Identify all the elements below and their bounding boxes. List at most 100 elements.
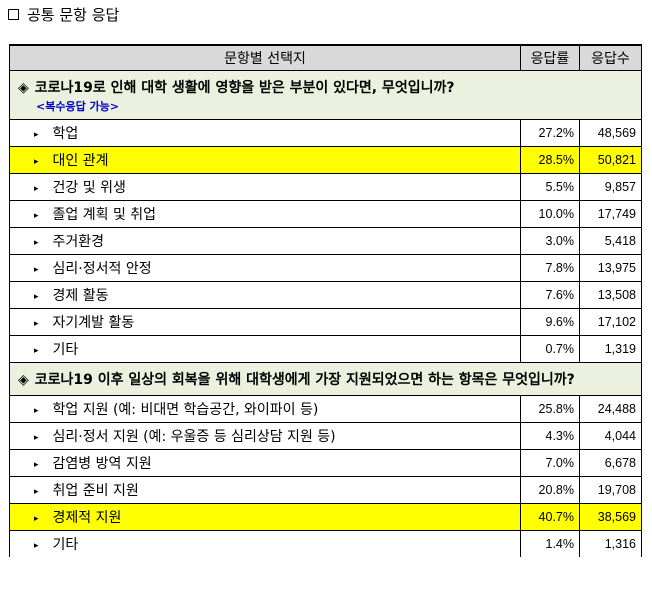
option-label: 감염병 방역 지원 (52, 456, 152, 472)
option-label-cell: ▸ 자기계발 활동 (9, 308, 521, 336)
option-rate: 28.5% (520, 146, 580, 174)
option-label: 경제적 지원 (52, 510, 122, 526)
option-row: ▸ 감염병 방역 지원 7.0% 6,678 (9, 449, 642, 477)
option-label-cell: ▸ 경제적 지원 (9, 503, 521, 531)
triangle-bullet-icon: ▸ (34, 292, 39, 302)
option-count: 13,975 (579, 254, 642, 282)
option-count: 17,749 (579, 200, 642, 228)
empty-square-icon (8, 8, 19, 20)
option-label: 건강 및 위생 (52, 180, 126, 196)
option-count: 19,708 (579, 476, 642, 504)
option-rate: 20.8% (520, 476, 580, 504)
option-row: ▸ 기타 0.7% 1,319 (9, 335, 642, 363)
question-cell: ◈ 코로나19로 인해 대학 생활에 영향을 받은 부분이 있다면, 무엇입니까?… (9, 70, 642, 120)
option-row: ▸ 학업 지원 (예: 비대면 학습공간, 와이파이 등) 25.8% 24,488 (9, 395, 642, 423)
option-count: 17,102 (579, 308, 642, 336)
option-rate: 3.0% (520, 227, 580, 255)
option-count: 5,418 (579, 227, 642, 255)
triangle-bullet-icon: ▸ (34, 184, 39, 194)
option-rate: 5.5% (520, 173, 580, 201)
triangle-bullet-icon: ▸ (34, 211, 39, 221)
survey-table: 문항별 선택지 응답률 응답수 ◈ 코로나19로 인해 대학 생활에 영향을 받은… (9, 44, 642, 557)
option-row: ▸ 경제 활동 7.6% 13,508 (9, 281, 642, 309)
option-rate: 27.2% (520, 119, 580, 147)
option-count: 38,569 (579, 503, 642, 531)
option-rate: 0.7% (520, 335, 580, 363)
option-count: 1,316 (579, 530, 642, 557)
question-text: 코로나19 이후 일상의 회복을 위해 대학생에게 가장 지원되었으면 하는 항… (34, 372, 575, 388)
triangle-bullet-icon: ▸ (34, 487, 39, 497)
option-row: ▸ 졸업 계획 및 취업 10.0% 17,749 (9, 200, 642, 228)
option-label: 자기계발 활동 (52, 315, 135, 331)
option-rate: 25.8% (520, 395, 580, 423)
option-label-cell: ▸ 경제 활동 (9, 281, 521, 309)
header-label: 문항별 선택지 (9, 44, 521, 71)
section-heading: 공통 문항 응답 (8, 2, 119, 26)
header-count: 응답수 (579, 44, 642, 71)
question-row: ◈ 코로나19로 인해 대학 생활에 영향을 받은 부분이 있다면, 무엇입니까?… (9, 70, 642, 120)
option-count: 24,488 (579, 395, 642, 423)
option-label: 심리·정서적 안정 (52, 261, 152, 277)
question-text: 코로나19로 인해 대학 생활에 영향을 받은 부분이 있다면, 무엇입니까? (34, 80, 455, 96)
option-row: ▸ 경제적 지원 40.7% 38,569 (9, 503, 642, 531)
option-rate: 7.0% (520, 449, 580, 477)
option-label: 기타 (52, 342, 79, 358)
option-row: ▸ 취업 준비 지원 20.8% 19,708 (9, 476, 642, 504)
option-label-cell: ▸ 감염병 방역 지원 (9, 449, 521, 477)
option-count: 4,044 (579, 422, 642, 450)
option-count: 13,508 (579, 281, 642, 309)
option-row: ▸ 건강 및 위생 5.5% 9,857 (9, 173, 642, 201)
option-row: ▸ 기타 1.4% 1,316 (9, 530, 642, 557)
triangle-bullet-icon: ▸ (34, 238, 39, 248)
table-header-row: 문항별 선택지 응답률 응답수 (9, 44, 642, 71)
triangle-bullet-icon: ▸ (34, 514, 39, 524)
option-rate: 9.6% (520, 308, 580, 336)
option-count: 9,857 (579, 173, 642, 201)
question-row: ◈ 코로나19 이후 일상의 회복을 위해 대학생에게 가장 지원되었으면 하는 … (9, 362, 642, 396)
question-note: <복수응답 가능> (36, 100, 119, 113)
triangle-bullet-icon: ▸ (34, 406, 39, 416)
option-count: 6,678 (579, 449, 642, 477)
option-label-cell: ▸ 기타 (9, 530, 521, 557)
option-rate: 1.4% (520, 530, 580, 557)
option-row: ▸ 자기계발 활동 9.6% 17,102 (9, 308, 642, 336)
option-count: 48,569 (579, 119, 642, 147)
option-label-cell: ▸ 대인 관계 (9, 146, 521, 174)
triangle-bullet-icon: ▸ (34, 541, 39, 551)
survey-body: ◈ 코로나19로 인해 대학 생활에 영향을 받은 부분이 있다면, 무엇입니까?… (9, 70, 642, 557)
option-label-cell: ▸ 학업 지원 (예: 비대면 학습공간, 와이파이 등) (9, 395, 521, 423)
diamond-marker-icon: ◈ (18, 80, 29, 96)
option-row: ▸ 학업 27.2% 48,569 (9, 119, 642, 147)
option-row: ▸ 심리·정서적 안정 7.8% 13,975 (9, 254, 642, 282)
option-label-cell: ▸ 주거환경 (9, 227, 521, 255)
triangle-bullet-icon: ▸ (34, 130, 39, 140)
triangle-bullet-icon: ▸ (34, 433, 39, 443)
option-rate: 7.8% (520, 254, 580, 282)
triangle-bullet-icon: ▸ (34, 346, 39, 356)
option-label: 학업 지원 (예: 비대면 학습공간, 와이파이 등) (52, 402, 319, 418)
option-label-cell: ▸ 취업 준비 지원 (9, 476, 521, 504)
option-label: 대인 관계 (52, 153, 109, 169)
question-cell: ◈ 코로나19 이후 일상의 회복을 위해 대학생에게 가장 지원되었으면 하는 … (9, 362, 642, 396)
option-rate: 4.3% (520, 422, 580, 450)
triangle-bullet-icon: ▸ (34, 319, 39, 329)
option-label-cell: ▸ 심리·정서 지원 (예: 우울증 등 심리상담 지원 등) (9, 422, 521, 450)
option-label-cell: ▸ 학업 (9, 119, 521, 147)
triangle-bullet-icon: ▸ (34, 265, 39, 275)
option-label-cell: ▸ 졸업 계획 및 취업 (9, 200, 521, 228)
option-label: 심리·정서 지원 (예: 우울증 등 심리상담 지원 등) (52, 429, 336, 445)
option-rate: 10.0% (520, 200, 580, 228)
diamond-marker-icon: ◈ (18, 372, 29, 388)
option-label: 취업 준비 지원 (52, 483, 139, 499)
option-label: 기타 (52, 537, 79, 553)
header-rate: 응답률 (520, 44, 580, 71)
option-label: 학업 (52, 126, 79, 142)
option-rate: 7.6% (520, 281, 580, 309)
option-label: 졸업 계획 및 취업 (52, 207, 157, 223)
option-label-cell: ▸ 건강 및 위생 (9, 173, 521, 201)
option-count: 50,821 (579, 146, 642, 174)
option-row: ▸ 주거환경 3.0% 5,418 (9, 227, 642, 255)
option-label-cell: ▸ 심리·정서적 안정 (9, 254, 521, 282)
section-heading-text: 공통 문항 응답 (27, 5, 120, 24)
option-count: 1,319 (579, 335, 642, 363)
